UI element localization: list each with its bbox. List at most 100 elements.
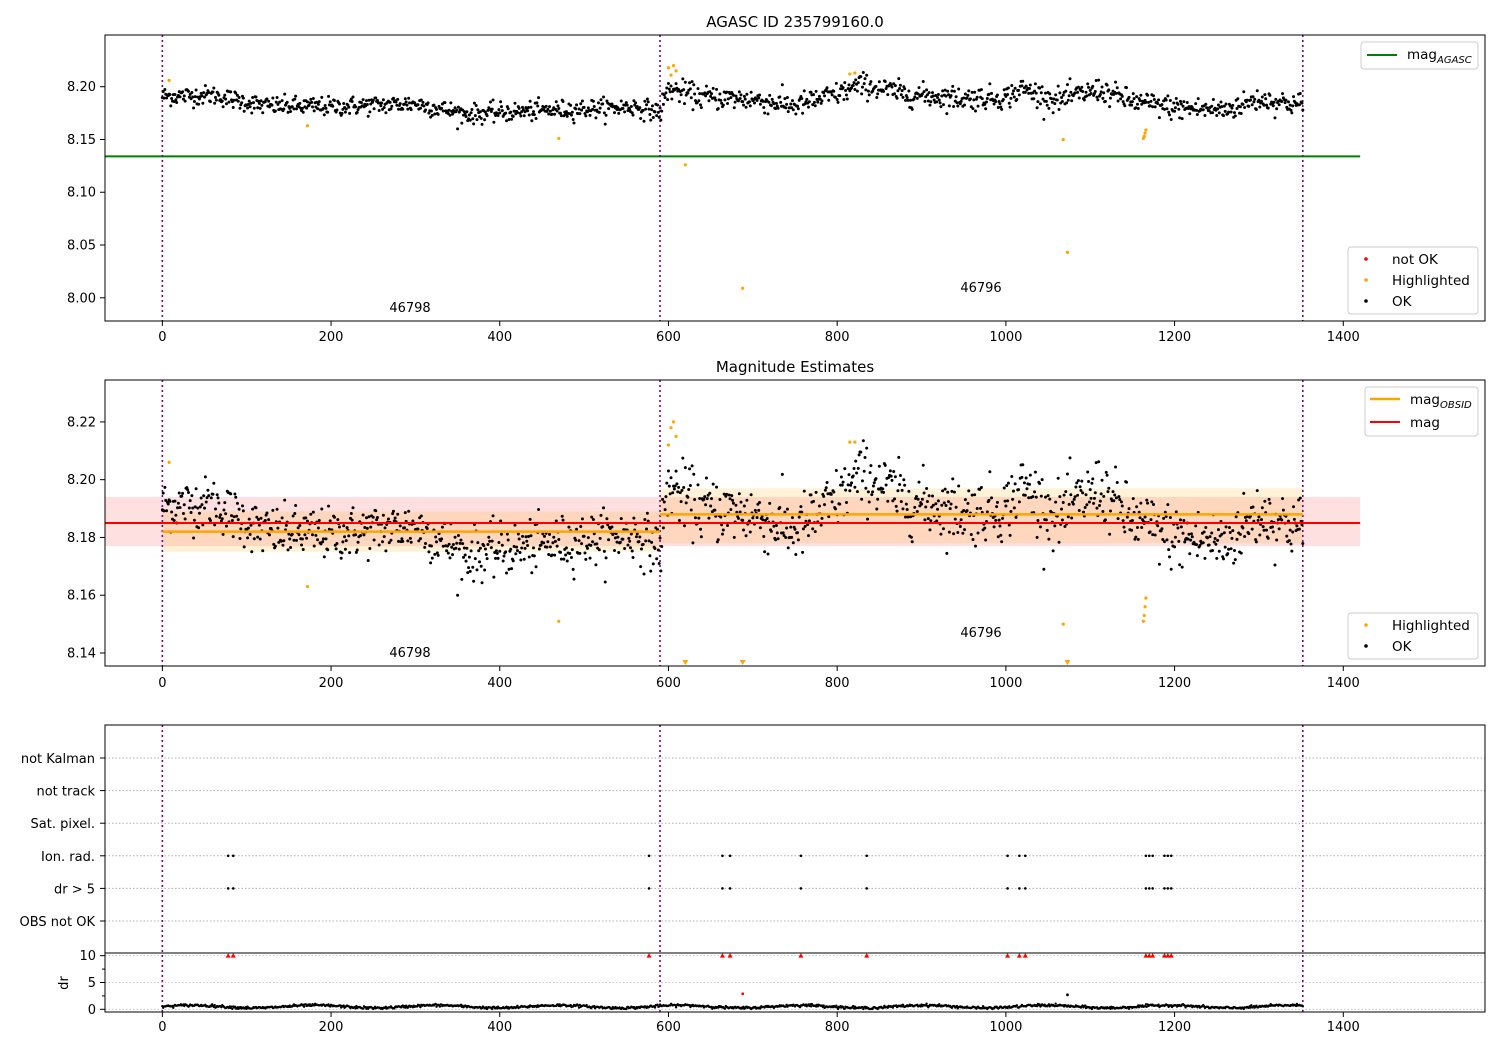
- ok-point: [1033, 470, 1037, 474]
- ok-point: [1080, 479, 1084, 483]
- ok-point: [475, 118, 479, 122]
- ok-point: [400, 537, 404, 541]
- ok-point: [1134, 535, 1138, 539]
- ok-point: [488, 100, 492, 104]
- ok-point: [1207, 543, 1211, 547]
- ok-point: [642, 572, 646, 576]
- ok-point: [256, 106, 260, 110]
- x-tick-label: 1000: [989, 1020, 1022, 1035]
- ok-point: [247, 517, 251, 521]
- ok-point: [590, 515, 594, 519]
- ok-point: [669, 84, 673, 88]
- ok-point: [1108, 96, 1112, 100]
- ok-point: [201, 101, 205, 105]
- ok-point: [860, 479, 864, 483]
- ok-point: [812, 93, 816, 97]
- ok-point: [1099, 90, 1103, 94]
- dr-clipped-marker: [1005, 953, 1011, 958]
- ok-point: [1058, 495, 1062, 499]
- highlighted-point: [848, 440, 852, 444]
- ok-point: [807, 519, 811, 523]
- ok-point: [578, 112, 582, 116]
- ok-point: [914, 495, 918, 499]
- ok-point: [1006, 86, 1010, 90]
- ok-point: [345, 526, 349, 530]
- ok-point: [456, 105, 460, 109]
- ok-point: [317, 100, 321, 104]
- ok-point: [238, 536, 242, 540]
- ok-point: [499, 105, 503, 109]
- ok-point: [1042, 117, 1046, 121]
- ok-point: [844, 89, 848, 93]
- ok-point: [842, 98, 846, 102]
- ok-point: [789, 102, 793, 106]
- ok-point: [913, 505, 917, 509]
- ok-point: [294, 94, 298, 98]
- ok-point: [456, 127, 460, 131]
- ok-point: [772, 102, 776, 106]
- ok-point: [546, 540, 550, 544]
- ok-point: [1185, 101, 1189, 105]
- ok-point: [1170, 540, 1174, 544]
- obsid-label-46796-p2: 46796: [960, 626, 1001, 641]
- ok-point: [1238, 105, 1242, 109]
- ok-point: [720, 523, 724, 527]
- ok-point: [375, 99, 379, 103]
- ok-point: [301, 547, 305, 551]
- ok-point: [592, 104, 596, 108]
- ok-point: [335, 542, 339, 546]
- ok-point: [592, 532, 596, 536]
- ok-point: [1215, 113, 1219, 117]
- ok-point: [922, 491, 926, 495]
- ok-point: [761, 518, 765, 522]
- ok-point: [408, 536, 412, 540]
- ok-point: [834, 469, 838, 473]
- ok-point: [855, 471, 859, 475]
- panel3-frame: [104, 724, 1486, 1013]
- ok-point: [441, 544, 445, 548]
- ok-point: [674, 82, 678, 86]
- ok-point: [1039, 91, 1043, 95]
- ok-point: [939, 105, 943, 109]
- ok-point: [240, 504, 244, 508]
- ok-point: [846, 483, 850, 487]
- ok-point: [895, 96, 899, 100]
- ok-point: [1161, 537, 1165, 541]
- highlighted-point: [167, 460, 171, 464]
- ok-point: [495, 551, 499, 555]
- ok-point: [1093, 89, 1097, 93]
- ok-point: [716, 538, 720, 542]
- ok-point: [755, 99, 759, 103]
- ok-point: [718, 92, 722, 96]
- ok-point: [1268, 93, 1272, 97]
- ok-point: [744, 534, 748, 538]
- ok-point: [875, 507, 879, 511]
- ok-point: [1220, 532, 1224, 536]
- ok-point: [1033, 82, 1037, 86]
- ok-point: [1286, 519, 1290, 523]
- ok-point: [893, 475, 897, 479]
- ok-point: [883, 80, 887, 84]
- ok-point: [811, 103, 815, 107]
- ok-point: [719, 98, 723, 102]
- ok-point: [697, 516, 701, 520]
- ok-point: [1157, 116, 1161, 120]
- ok-point: [311, 533, 315, 537]
- dr-clipped-marker: [225, 953, 231, 958]
- ok-point: [473, 114, 477, 118]
- ok-point: [936, 92, 940, 96]
- ok-point: [374, 96, 378, 100]
- ok-point: [962, 509, 966, 513]
- ok-point: [509, 110, 513, 114]
- ok-point: [416, 103, 420, 107]
- ok-point: [1074, 485, 1078, 489]
- ok-point: [806, 534, 810, 538]
- ok-point: [324, 537, 328, 541]
- ok-point: [429, 561, 433, 565]
- ok-point: [734, 94, 738, 98]
- ok-point: [340, 111, 344, 115]
- ok-point: [1051, 111, 1055, 115]
- ok-point: [1000, 540, 1004, 544]
- ok-point: [591, 107, 595, 111]
- ok-point: [1084, 90, 1088, 94]
